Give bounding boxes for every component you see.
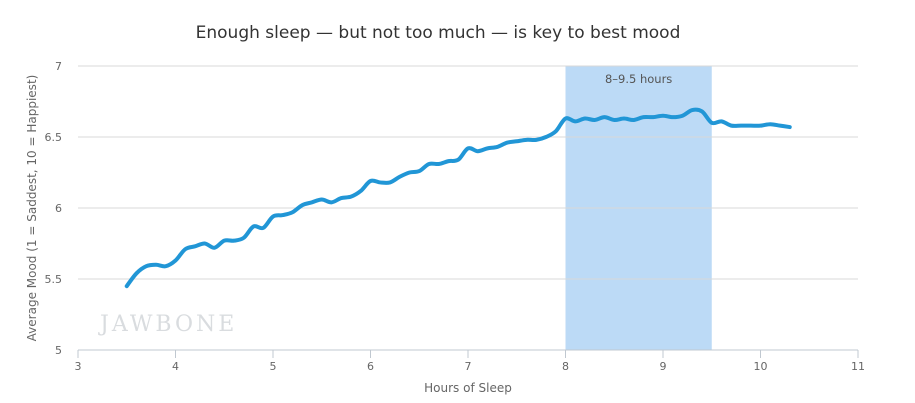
x-tick-label: 5: [270, 360, 277, 373]
grid-layer: [78, 65, 858, 280]
x-tick-label: 10: [754, 360, 768, 373]
labels-layer: 8–9.5 hours 5 5.5 6 6.5 7 3 4 5 6 7 8 9 10 11: [45, 60, 866, 373]
x-tick-label: 3: [75, 360, 82, 373]
x-tick-label: 4: [172, 360, 179, 373]
band-label: 8–9.5 hours: [605, 72, 672, 86]
x-tick-label: 8: [562, 360, 569, 373]
series-layer: [124, 107, 792, 289]
y-tick-label: 6.5: [45, 131, 63, 144]
chart-title: Enough sleep — but not too much — is key…: [196, 23, 681, 43]
series-line: [124, 107, 792, 289]
y-axis-label: Average Mood (1 = Saddest, 10 = Happiest…: [25, 75, 39, 342]
y-tick-label: 5: [55, 344, 62, 357]
x-axis-label: Hours of Sleep: [424, 381, 512, 395]
x-tick-label: 9: [660, 360, 667, 373]
y-tick-label: 6: [55, 202, 62, 215]
x-axis: [77, 349, 859, 358]
x-tick-label: 7: [465, 360, 472, 373]
x-tick-label: 6: [367, 360, 374, 373]
jawbone-watermark: JAWBONE: [98, 312, 237, 337]
x-tick-label: 11: [851, 360, 865, 373]
y-tick-label: 7: [55, 60, 62, 73]
y-tick-label: 5.5: [45, 273, 63, 286]
